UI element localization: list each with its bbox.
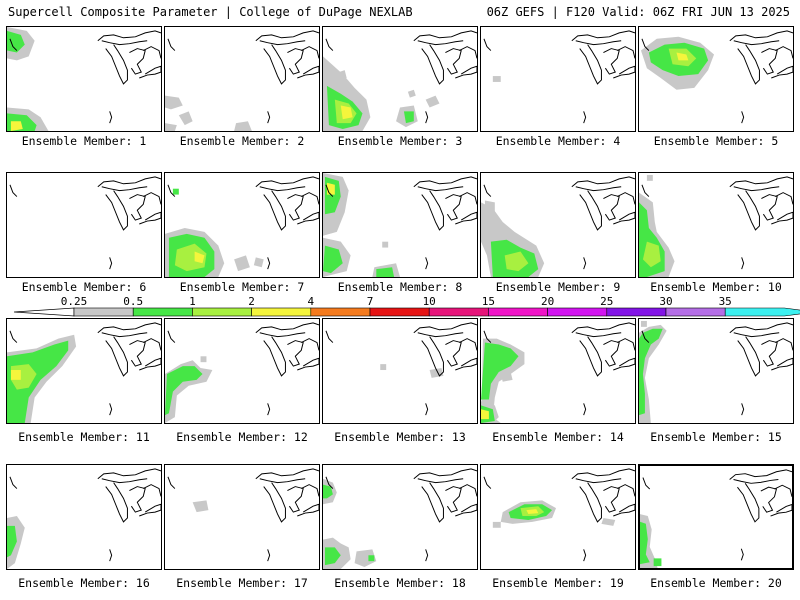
ensemble-panel-13: [322, 318, 478, 424]
ensemble-map-11: [7, 322, 161, 423]
color-scale-tick-label: 7: [366, 295, 374, 308]
ensemble-panel-12: [164, 318, 320, 424]
color-scale-tick-label: 0.5: [123, 295, 144, 308]
ensemble-panel-7: [164, 172, 320, 278]
ensemble-member-label: Ensemble Member: 15: [650, 430, 782, 444]
ensemble-panel-1: [6, 26, 162, 132]
color-scale-swatch: [665, 307, 726, 317]
ensemble-member-label: Ensemble Member: 4: [495, 134, 621, 148]
color-scale-swatch: [132, 307, 193, 317]
ensemble-map-8: [323, 173, 477, 277]
ensemble-panel-16: [6, 464, 162, 570]
color-scale-arrow-left: [13, 307, 75, 317]
ensemble-member-label: Ensemble Member: 13: [334, 430, 466, 444]
ensemble-panel-20: [638, 464, 794, 570]
ensemble-map-6: [9, 176, 161, 270]
ensemble-map-19: [483, 468, 635, 562]
color-scale-tick-label: 15: [481, 295, 496, 308]
ensemble-member-label: Ensemble Member: 1: [21, 134, 147, 148]
ensemble-map-7: [165, 176, 319, 277]
ensemble-member-label: Ensemble Member: 2: [179, 134, 305, 148]
color-scale-swatch: [606, 307, 667, 317]
ensemble-map-5: [640, 30, 793, 124]
color-scale-tick-label: 20: [540, 295, 555, 308]
ensemble-map-16: [7, 468, 161, 569]
ensemble-member-label: Ensemble Member: 10: [650, 280, 782, 294]
ensemble-panel-15: [638, 318, 794, 424]
ensemble-map-10: [639, 174, 793, 277]
color-scale-tick-label: 4: [307, 295, 315, 308]
ensemble-member-label: Ensemble Member: 12: [176, 430, 308, 444]
color-scale-swatch: [251, 307, 312, 317]
color-scale-tick-label: 25: [600, 295, 614, 308]
ensemble-member-label: Ensemble Member: 14: [492, 430, 624, 444]
ensemble-member-label: Ensemble Member: 17: [176, 576, 308, 590]
color-scale-swatch: [724, 307, 800, 317]
ensemble-map-2: [165, 30, 319, 131]
ensemble-panel-8: [322, 172, 478, 278]
color-scale-tick-label: 35: [718, 295, 732, 308]
ensemble-member-label: Ensemble Member: 18: [334, 576, 466, 590]
ensemble-panel-11: [6, 318, 162, 424]
ensemble-member-label: Ensemble Member: 7: [179, 280, 305, 294]
color-scale-swatch: [310, 307, 371, 317]
ensemble-map-3: [323, 30, 477, 131]
ensemble-member-label: Ensemble Member: 16: [18, 576, 150, 590]
ensemble-map-18: [323, 468, 477, 569]
ensemble-panel-17: [164, 464, 320, 570]
ensemble-member-label: Ensemble Member: 9: [495, 280, 621, 294]
color-scale-tick-label: 1: [189, 295, 196, 308]
color-scale-swatch: [73, 307, 134, 317]
color-scale-swatch: [192, 307, 252, 317]
ensemble-member-label: Ensemble Member: 6: [21, 280, 147, 294]
ensemble-member-label: Ensemble Member: 20: [650, 576, 782, 590]
ensemble-panel-9: [480, 172, 636, 278]
ensemble-map-17: [167, 468, 319, 562]
ensemble-map-14: [481, 322, 635, 423]
ensemble-map-13: [325, 322, 477, 416]
ensemble-panel-3: [322, 26, 478, 132]
map-title: Supercell Composite Parameter | College …: [8, 5, 413, 19]
ensemble-member-label: Ensemble Member: 11: [18, 430, 150, 444]
ensemble-map-4: [483, 30, 635, 124]
color-scale-swatch: [369, 307, 430, 317]
ensemble-member-label: Ensemble Member: 8: [337, 280, 463, 294]
color-scale-swatch: [488, 307, 548, 317]
ensemble-panel-18: [322, 464, 478, 570]
color-scale-swatch: [428, 307, 489, 317]
ensemble-panel-4: [480, 26, 636, 132]
color-scale-tick-label: 0.25: [60, 295, 88, 308]
color-scale-bar: [0, 290, 800, 322]
ensemble-map-15: [639, 320, 793, 423]
model-valid-time: 06Z GEFS | F120 Valid: 06Z FRI JUN 13 20…: [486, 5, 790, 19]
ensemble-map-12: [165, 322, 319, 423]
color-scale-tick-label: 10: [422, 295, 436, 308]
ensemble-member-label: Ensemble Member: 19: [492, 576, 624, 590]
ensemble-member-label: Ensemble Member: 3: [337, 134, 463, 148]
color-scale-tick-label: 2: [248, 295, 255, 308]
color-scale-tick-label: 30: [659, 295, 673, 308]
color-scale-swatch: [547, 307, 608, 317]
ensemble-panel-6: [6, 172, 162, 278]
ensemble-panel-19: [480, 464, 636, 570]
ensemble-panel-10: [638, 172, 794, 278]
ensemble-map-20: [640, 469, 792, 568]
ensemble-map-1: [7, 27, 161, 131]
ensemble-map-9: [481, 176, 635, 277]
ensemble-panel-2: [164, 26, 320, 132]
ensemble-member-label: Ensemble Member: 5: [653, 134, 779, 148]
ensemble-panel-5: [638, 26, 794, 132]
ensemble-panel-14: [480, 318, 636, 424]
